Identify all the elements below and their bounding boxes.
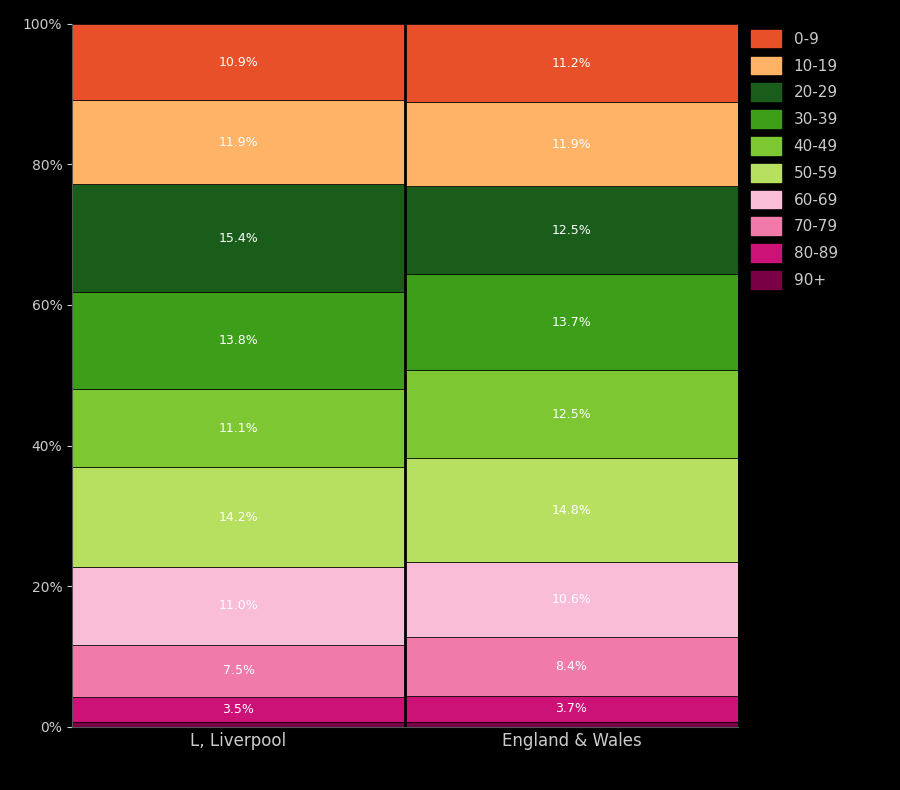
Text: 13.8%: 13.8%	[219, 334, 258, 348]
Text: 11.0%: 11.0%	[219, 600, 258, 612]
Bar	[72, 389, 405, 468]
Bar	[405, 186, 738, 274]
Text: 10.6%: 10.6%	[552, 593, 591, 606]
Text: 7.5%: 7.5%	[222, 664, 255, 677]
Text: 14.8%: 14.8%	[552, 504, 591, 517]
Text: 10.9%: 10.9%	[219, 55, 258, 69]
Bar	[72, 100, 405, 184]
Bar	[405, 458, 738, 562]
Bar	[72, 645, 405, 698]
Text: 3.7%: 3.7%	[555, 702, 588, 716]
Text: 11.2%: 11.2%	[552, 57, 591, 70]
Text: 8.4%: 8.4%	[555, 660, 588, 673]
Text: 12.5%: 12.5%	[552, 408, 591, 421]
Text: 15.4%: 15.4%	[219, 231, 258, 245]
Bar	[72, 567, 405, 645]
Bar	[405, 696, 738, 722]
Bar	[405, 24, 738, 103]
Text: 11.9%: 11.9%	[219, 136, 258, 149]
Text: 11.9%: 11.9%	[552, 137, 591, 151]
Legend: 0-9, 10-19, 20-29, 30-39, 40-49, 50-59, 60-69, 70-79, 80-89, 90+: 0-9, 10-19, 20-29, 30-39, 40-49, 50-59, …	[744, 24, 844, 295]
Bar	[405, 103, 738, 186]
Bar	[72, 698, 405, 722]
Bar	[72, 292, 405, 389]
Text: 13.7%: 13.7%	[552, 316, 591, 329]
Text: 11.1%: 11.1%	[219, 422, 258, 434]
Text: 12.5%: 12.5%	[552, 224, 591, 236]
Bar	[405, 637, 738, 696]
Bar	[72, 468, 405, 567]
Bar	[405, 274, 738, 371]
Bar	[405, 562, 738, 637]
Text: 3.5%: 3.5%	[222, 703, 255, 716]
Bar	[72, 722, 405, 727]
Bar	[405, 371, 738, 458]
Text: 14.2%: 14.2%	[219, 511, 258, 524]
Bar	[72, 184, 405, 292]
Bar	[405, 722, 738, 727]
Bar	[72, 24, 405, 100]
